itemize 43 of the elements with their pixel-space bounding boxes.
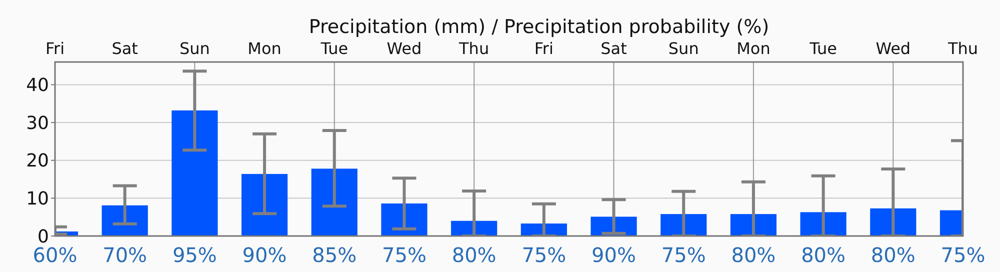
y-tick-label: 20	[26, 150, 49, 172]
bar	[520, 224, 567, 236]
x-tick-label: Mon	[736, 39, 770, 58]
y-tick-label: 10	[26, 188, 49, 210]
y-tick-label: 30	[26, 112, 49, 134]
text: 85%	[312, 243, 357, 267]
x-tick-label: Fri	[45, 39, 65, 58]
text: 80%	[801, 243, 846, 267]
text: 80%	[731, 243, 776, 267]
x-tick-label: Sat	[600, 39, 627, 58]
text: 75%	[661, 243, 706, 267]
bar	[102, 205, 148, 236]
chart-title: Precipitation (mm) / Precipitation probability (%)	[308, 16, 770, 38]
x-tick-label: Sat	[112, 39, 138, 58]
bar	[311, 168, 358, 236]
text: 80%	[870, 243, 916, 267]
bar	[451, 220, 498, 236]
text: 75%	[940, 243, 986, 267]
x-tick-label: Tue	[808, 39, 837, 58]
x-tick-label: Wed	[386, 39, 422, 58]
bar	[241, 174, 288, 236]
x-tick-label: Wed	[876, 39, 911, 58]
bar	[381, 203, 428, 236]
bar	[800, 212, 846, 236]
text: 75%	[382, 243, 426, 267]
bar	[730, 214, 777, 236]
x-tick-label: Mon	[248, 39, 282, 58]
x-tick-label: Thu	[458, 39, 490, 58]
x-tick-label: Sun	[668, 39, 699, 58]
text: 90%	[592, 243, 636, 267]
text: 70%	[102, 243, 148, 267]
bar	[870, 208, 916, 236]
bar	[172, 110, 218, 236]
x-tick-label: Sun	[179, 39, 210, 58]
x-tick-label: Fri	[534, 39, 554, 58]
x-tick-label: Thu	[946, 39, 978, 58]
text: 75%	[522, 243, 566, 267]
y-tick-label: 40	[26, 74, 49, 96]
bar	[660, 214, 707, 236]
text: 90%	[242, 243, 287, 267]
x-tick-label: Tue	[320, 39, 348, 58]
text: 95%	[172, 243, 217, 267]
text: 80%	[452, 243, 496, 267]
